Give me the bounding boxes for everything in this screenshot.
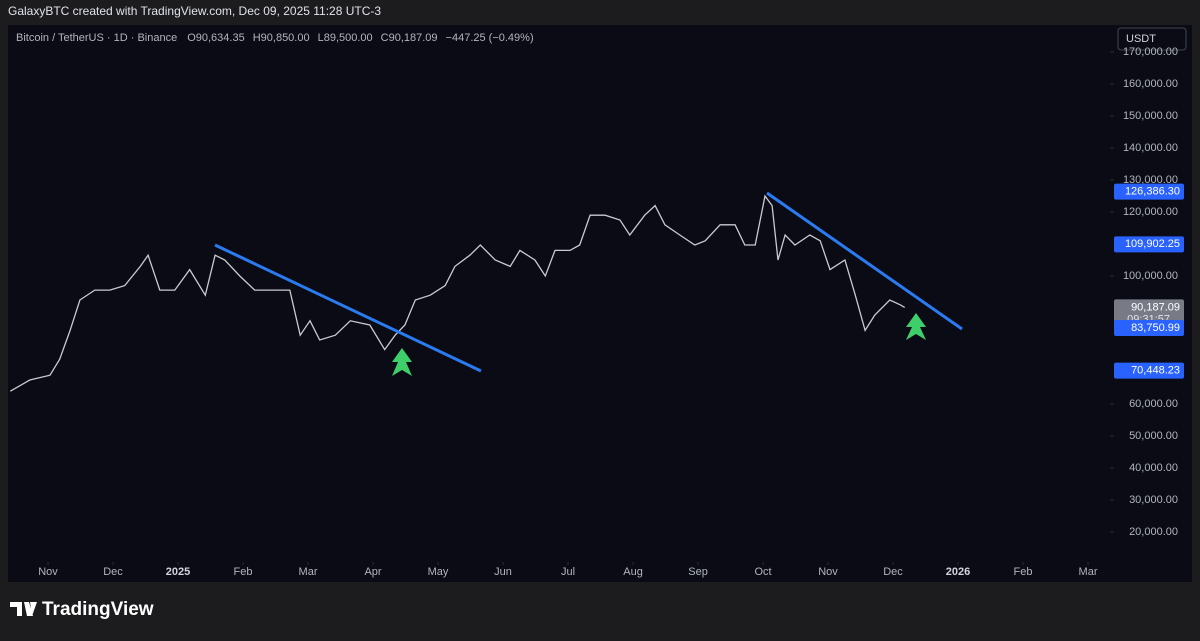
- x-tick-label: 2025: [166, 566, 190, 578]
- price-label: 126,386.30: [1125, 185, 1180, 197]
- x-tick-label: Dec: [883, 566, 903, 578]
- brand-logo: [10, 602, 37, 616]
- ohlc-key: L: [318, 32, 324, 44]
- price-label-box: [1114, 362, 1184, 379]
- y-tick-label: 60,000.00: [1129, 398, 1178, 410]
- y-tick-label: 100,000.00: [1123, 270, 1178, 282]
- credit: GalaxyBTC created with TradingView.com, …: [8, 4, 381, 18]
- price-label-box: [1114, 319, 1184, 336]
- y-tick-label: 120,000.00: [1123, 206, 1178, 218]
- y-tick-label: 160,000.00: [1123, 78, 1178, 90]
- symbol: Bitcoin / TetherUS · 1D · Binance: [16, 32, 177, 44]
- y-tick-label: 30,000.00: [1129, 494, 1178, 506]
- x-tick-label: Mar: [299, 566, 318, 578]
- x-tick-label: May: [428, 566, 449, 578]
- ohlc-key: C: [381, 32, 389, 44]
- x-tick-label: Dec: [103, 566, 123, 578]
- chart-panel: [8, 25, 1192, 582]
- y-tick-label: 170,000.00: [1123, 46, 1178, 58]
- plot: 170,000.00 160,000.00 150,000.00 140,000.00…: [9, 46, 1184, 578]
- ohlc-value: 90,634.35: [196, 32, 245, 44]
- y-tick-label: 50,000.00: [1129, 430, 1178, 442]
- x-tick-label: Oct: [754, 566, 771, 578]
- trend-line: [214, 243, 482, 373]
- x-tick-label: 2026: [946, 566, 970, 578]
- y-tick-label: 20,000.00: [1129, 526, 1178, 538]
- price-label-box: [1114, 183, 1184, 200]
- brand: TradingView: [42, 599, 154, 620]
- x-tick-label: Feb: [1014, 566, 1033, 578]
- ohlc-value: 90,850.00: [261, 32, 310, 44]
- x-tick-label: Apr: [364, 566, 381, 578]
- y-tick-label: 140,000.00: [1123, 142, 1178, 154]
- price-label: 70,448.23: [1131, 364, 1180, 376]
- x-tick-label: Nov: [818, 566, 838, 578]
- x-tick-label: Nov: [38, 566, 58, 578]
- x-tick-label: Aug: [623, 566, 643, 578]
- ohlc-value: 89,500.00: [324, 32, 373, 44]
- currency[interactable]: USDT: [1126, 33, 1156, 45]
- price-label: 109,902.25: [1125, 238, 1180, 250]
- ohlc-key: H: [253, 32, 261, 44]
- symbol-legend: Bitcoin / TetherUS · 1D · Binance O90,634…: [16, 32, 534, 44]
- trend-line: [766, 191, 963, 331]
- price-line: [9, 194, 906, 392]
- x-tick-label: Sep: [688, 566, 708, 578]
- x-tick-label: Jul: [561, 566, 575, 578]
- y-tick-label: 130,000.00: [1123, 174, 1178, 186]
- ohlc-value: 90,187.09: [389, 32, 438, 44]
- y-tick-label: 40,000.00: [1129, 462, 1178, 474]
- ohlc-key: O: [187, 32, 196, 44]
- x-tick-label: Mar: [1079, 566, 1098, 578]
- up-arrow: [392, 348, 412, 376]
- up-arrow: [906, 313, 926, 340]
- currency-button[interactable]: [1117, 27, 1187, 51]
- price-label: 90,187.09: [1131, 301, 1180, 313]
- y-tick-label: 150,000.00: [1123, 110, 1178, 122]
- price-label: 83,750.99: [1131, 322, 1180, 334]
- x-tick-label: Jun: [494, 566, 512, 578]
- price-label-box: [1114, 236, 1184, 253]
- change: −447.25 (−0.49%): [446, 32, 534, 44]
- x-tick-label: Feb: [234, 566, 253, 578]
